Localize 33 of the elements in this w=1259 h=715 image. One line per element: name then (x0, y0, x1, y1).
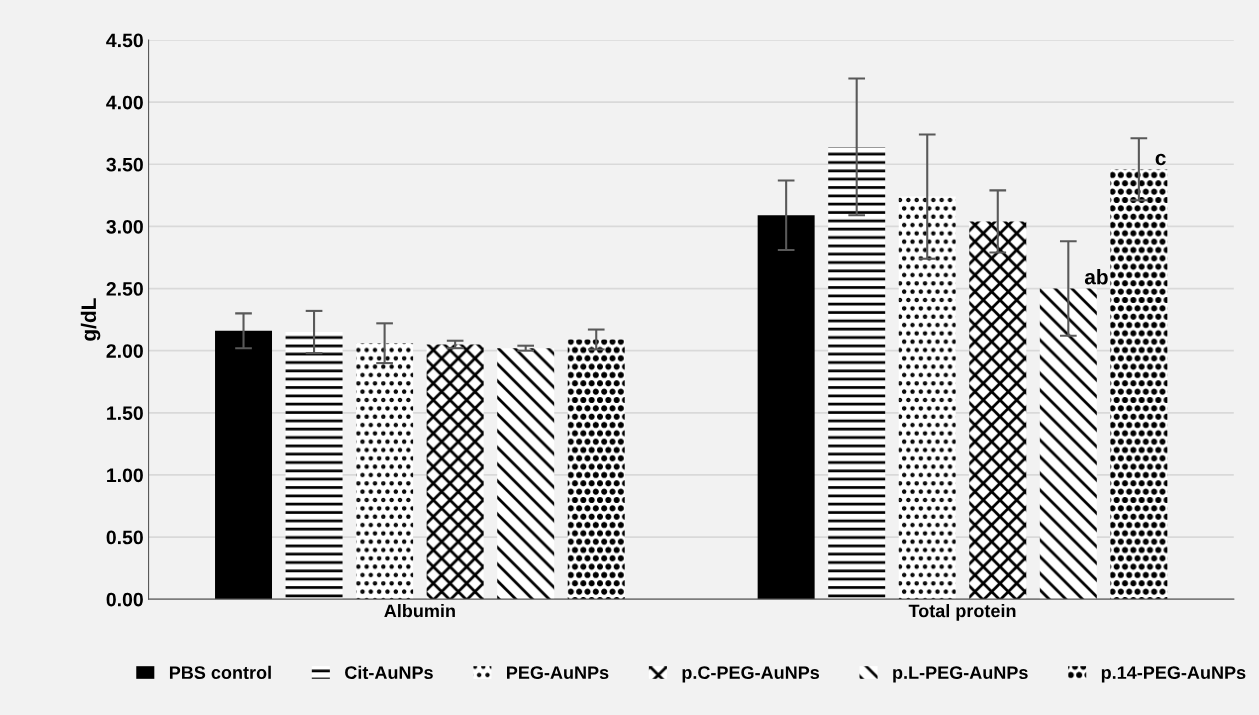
bar (757, 215, 815, 600)
y-tick-label: 2.00 (106, 344, 143, 358)
bar (356, 343, 414, 600)
bar (828, 146, 886, 600)
bar (215, 330, 273, 600)
bar (1110, 169, 1168, 600)
y-tick-label: 1.50 (107, 406, 143, 421)
legend-label: PEG-AuNPs (507, 666, 609, 679)
bar (567, 339, 625, 600)
data-label: c (1155, 153, 1166, 166)
bar (426, 344, 484, 600)
y-tick-label: 3.50 (106, 157, 143, 172)
legend-label: Cit-AuNPs (345, 665, 433, 679)
y-axis-title: g/dL (80, 298, 101, 341)
legend-label: p.C-PEG-AuNPs (682, 666, 820, 683)
x-tick-label: Total protein (908, 604, 1016, 621)
bar (285, 332, 343, 600)
y-tick-label: 3.00 (106, 219, 143, 234)
legend-label: p.14-PEG-AuNPs (1101, 666, 1246, 683)
legend-label: p.L-PEG-AuNPs (893, 666, 1028, 683)
bar (969, 221, 1027, 600)
x-tick-label: Albumin (384, 604, 455, 618)
bar (497, 348, 555, 600)
y-tick-label: 0.00 (106, 592, 143, 607)
y-tick-label: 4.50 (106, 33, 143, 48)
y-tick-label: 1.00 (107, 468, 143, 483)
y-tick-label: 2.50 (106, 282, 143, 296)
y-tick-label: 4.00 (106, 95, 143, 110)
y-tick-label: 0.50 (106, 530, 143, 545)
data-label: ab (1084, 269, 1108, 285)
legend-label: PBS control (169, 665, 271, 679)
bar (898, 196, 956, 600)
bar (1039, 288, 1097, 600)
